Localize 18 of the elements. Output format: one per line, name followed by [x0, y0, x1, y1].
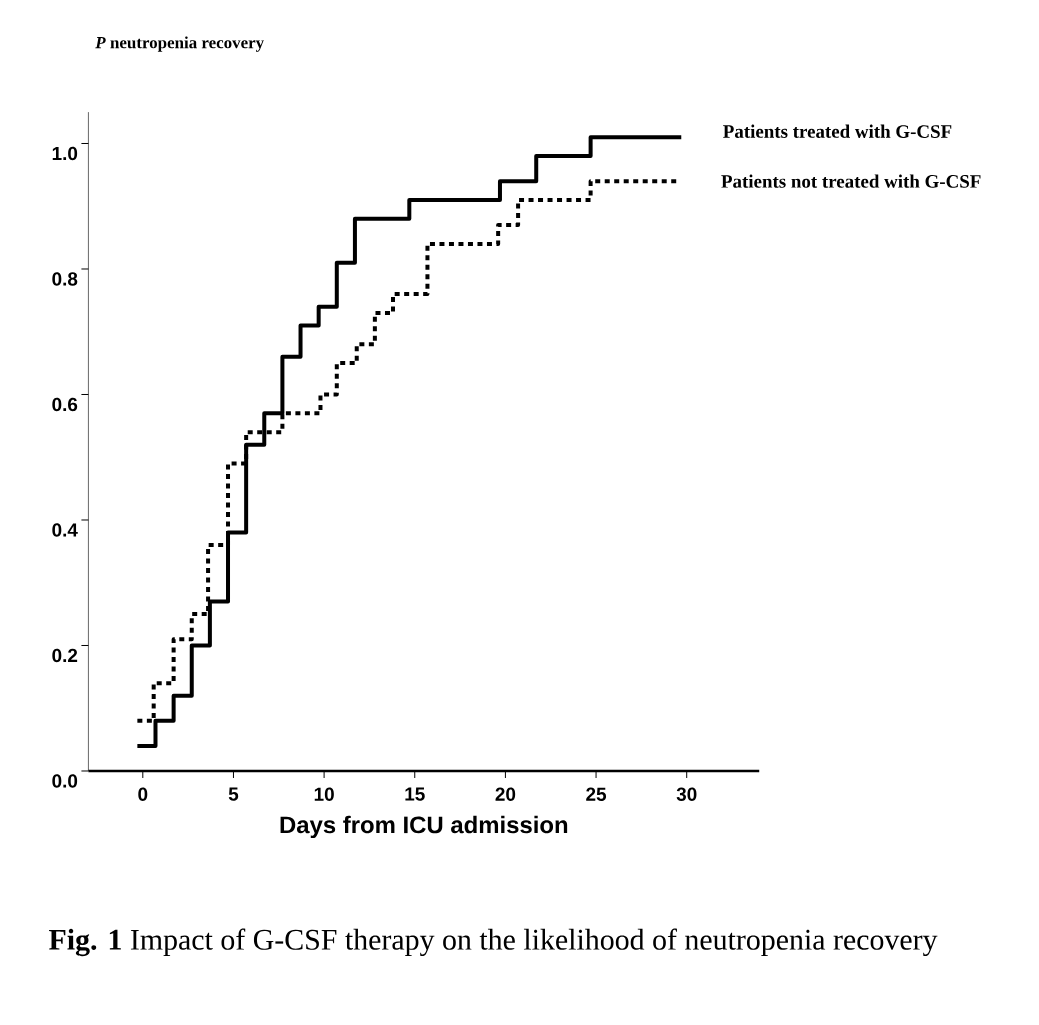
- x-tick-label: 15: [405, 787, 425, 801]
- x-tick-label: 0: [138, 787, 148, 801]
- y-axis-title: P neutropenia recovery: [95, 36, 264, 52]
- y-tick-label: 0.8: [52, 272, 78, 286]
- text: Fig. 1 Impact of G-CSF therapy on the likelihood of neutropenia recovery: [49, 928, 938, 957]
- x-tick-label: 25: [586, 787, 607, 801]
- x-tick-label: 20: [495, 787, 516, 801]
- x-tick-label: 10: [314, 787, 334, 801]
- x-tick-label: 5: [228, 787, 239, 801]
- y-tick-label: 1.0: [52, 146, 78, 161]
- text: Patients treated with G-CSF: [723, 124, 952, 138]
- y-tick-label: 0.4: [52, 523, 78, 537]
- y-tick-label: 0.2: [52, 648, 78, 663]
- x-axis-title: Days from ICU admission: [280, 815, 568, 839]
- x-tick-label: 30: [676, 787, 697, 801]
- y-tick-label: 0.6: [52, 397, 78, 412]
- y-tick-label: 0.0: [52, 774, 78, 788]
- text: Patients not treated with G-CSF: [721, 174, 981, 188]
